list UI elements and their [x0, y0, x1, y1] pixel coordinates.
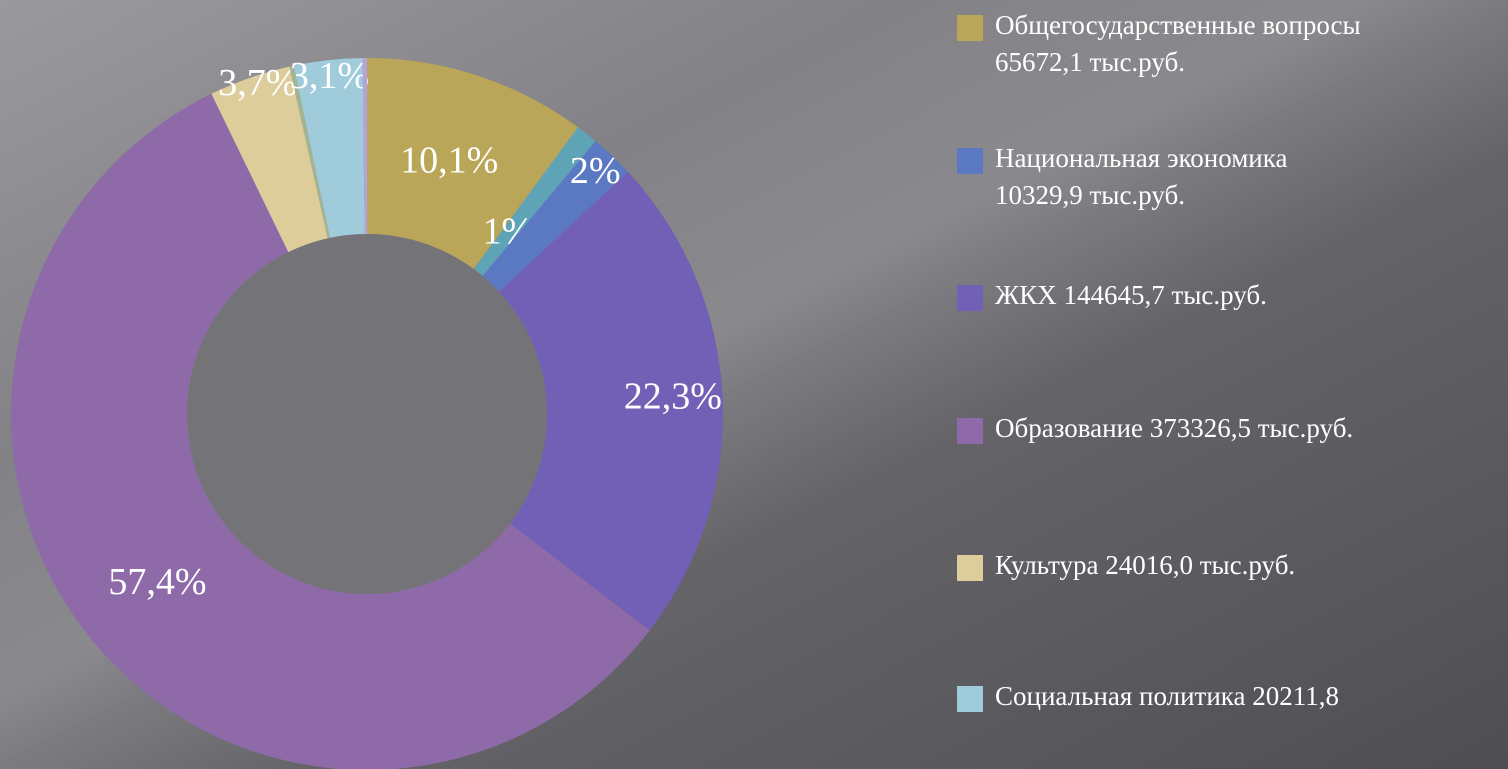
slice [473, 127, 596, 277]
donut: 10,1%1%2%22,3%57,4%3,7%3,1% [11, 55, 723, 769]
legend-label: Культура 24016,0 тыс.руб. [995, 550, 1295, 580]
legend-label: Образование 373326,5 тыс.руб. [995, 413, 1353, 443]
legend-label: Социальная политика 20211,8 [995, 681, 1339, 711]
value-label: 22,3% [624, 375, 722, 417]
slice [498, 171, 723, 631]
legend-label: Общегосударственные вопросы [995, 10, 1361, 40]
value-label: 3,7% [218, 62, 297, 104]
slice [289, 65, 330, 239]
value-label: 2% [570, 150, 621, 192]
legend-swatch [957, 418, 983, 444]
legend: Общегосударственные вопросы 65672,1 тыс.р… [957, 10, 1361, 712]
slice [482, 141, 629, 292]
legend-swatch [957, 148, 983, 174]
legend-swatch [957, 285, 983, 311]
legend-swatch [957, 555, 983, 581]
legend-label: Национальная экономика [995, 143, 1287, 173]
legend-label: 10329,9 тыс.руб. [995, 180, 1185, 210]
slice [293, 58, 365, 238]
donut-hole [187, 234, 547, 594]
value-label: 57,4% [108, 561, 206, 603]
legend-swatch [957, 15, 983, 41]
slice [11, 93, 650, 769]
slice [362, 58, 367, 235]
slice [367, 58, 579, 270]
legend-label: 65672,1 тыс.руб. [995, 47, 1185, 77]
value-label: 10,1% [400, 139, 498, 181]
value-label: 3,1% [290, 55, 369, 97]
slice [211, 66, 328, 253]
legend-swatch [957, 686, 983, 712]
legend-label: ЖКХ 144645,7 тыс.руб. [995, 280, 1267, 310]
